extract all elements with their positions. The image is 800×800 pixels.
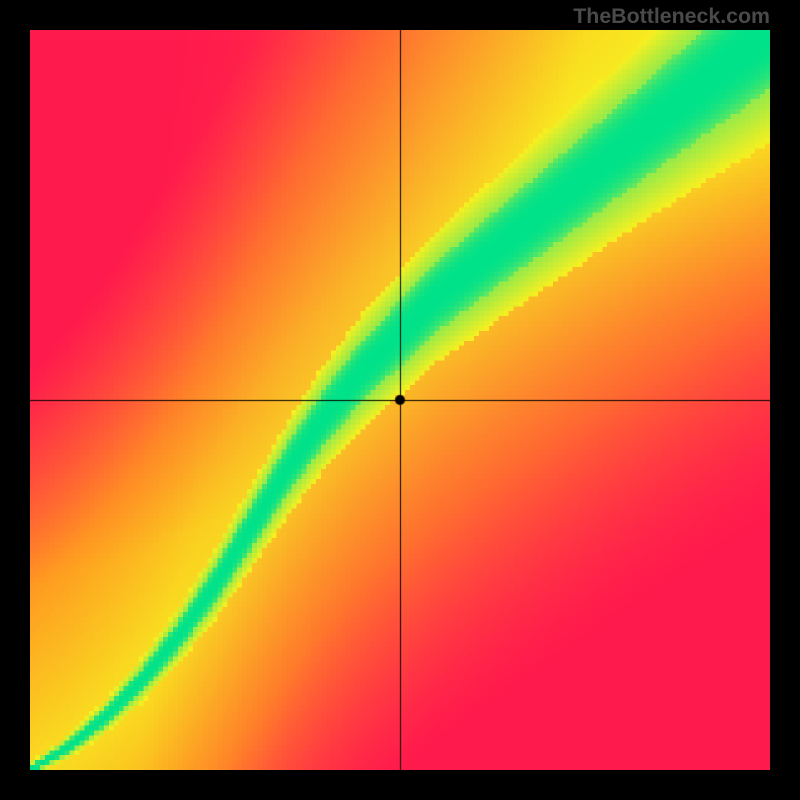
attribution-text: TheBottleneck.com: [573, 4, 770, 29]
crosshair-overlay: [30, 30, 770, 770]
chart-container: TheBottleneck.com: [0, 0, 800, 800]
